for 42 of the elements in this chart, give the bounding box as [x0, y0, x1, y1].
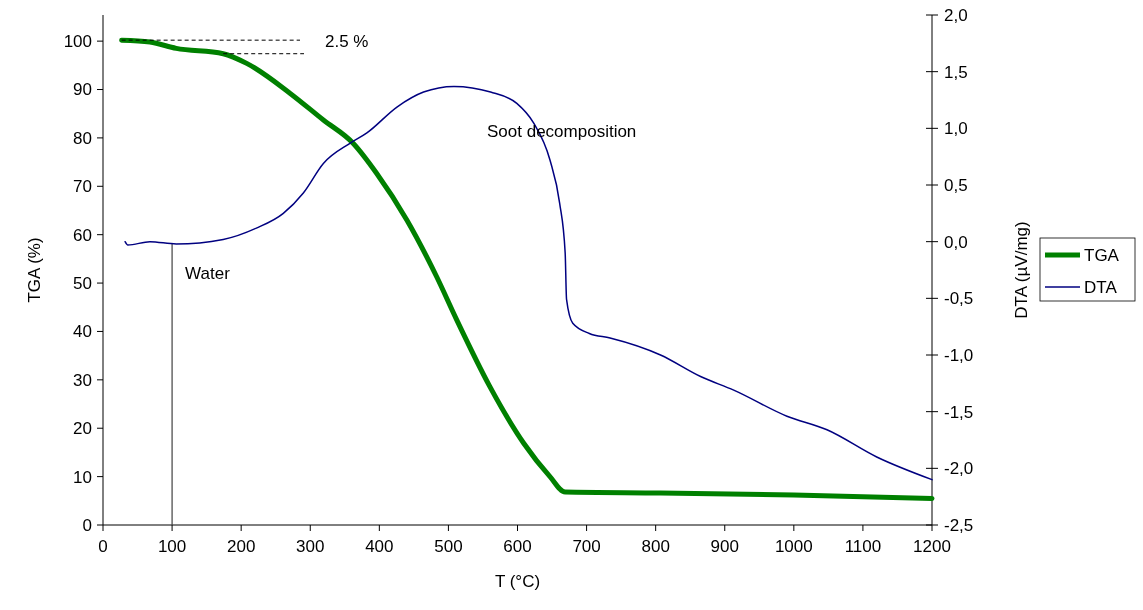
y2-tick-label: -2,5 — [944, 515, 974, 535]
x-tick-label: 1100 — [844, 537, 882, 556]
x-tick-label: 400 — [365, 537, 394, 556]
x-tick-label: 900 — [710, 537, 739, 556]
y-tick-label: 60 — [73, 225, 92, 245]
ref-line-label: Water — [185, 263, 231, 283]
x-tick-label: 300 — [296, 537, 325, 556]
x-tick-label: 800 — [641, 537, 670, 556]
y2-tick-label: 2,0 — [944, 5, 968, 25]
y-tick-label: 80 — [73, 128, 92, 148]
y-tick-label: 100 — [63, 32, 92, 52]
y2-tick-label: -0,5 — [944, 289, 974, 309]
y-tick-label: 40 — [73, 322, 92, 342]
x-tick-label: 1200 — [913, 537, 951, 556]
y2-tick-label: -2,0 — [944, 459, 974, 479]
y-tick-label: 50 — [73, 274, 92, 294]
y2-tick-label: 0,0 — [944, 232, 968, 252]
legend-label: TGA — [1084, 245, 1120, 265]
y2-tick-label: 1,0 — [944, 119, 968, 139]
y2-tick-label: 0,5 — [944, 175, 968, 195]
x-tick-label: 600 — [503, 537, 532, 556]
x-tick-label: 500 — [434, 537, 463, 556]
x-tick-label: 700 — [572, 537, 601, 556]
legend-label: DTA — [1084, 277, 1118, 297]
y2-axis-title: DTA (µV/mg) — [1012, 221, 1031, 319]
x-axis-title: T (°C) — [494, 572, 541, 591]
y2-tick-label: 1,5 — [944, 62, 968, 82]
x-tick-label: 100 — [157, 537, 187, 556]
annotation: 2.5 % — [325, 32, 369, 52]
y-tick-label: 30 — [73, 370, 92, 390]
x-tick-label: 1000 — [774, 537, 813, 556]
y-tick-label: 90 — [73, 80, 92, 100]
x-tick-label: 0 — [98, 537, 108, 556]
y2-tick-label: -1,0 — [944, 345, 974, 365]
y-tick-label: 70 — [73, 177, 92, 197]
y-tick-label: 20 — [73, 419, 92, 439]
y-tick-label: 0 — [82, 515, 92, 535]
x-tick-label: 200 — [226, 537, 256, 556]
y-axis-title: TGA (%) — [25, 237, 44, 303]
line-series — [124, 85, 933, 481]
y2-tick-label: -1,5 — [944, 402, 974, 422]
y-tick-label: 10 — [73, 467, 92, 487]
